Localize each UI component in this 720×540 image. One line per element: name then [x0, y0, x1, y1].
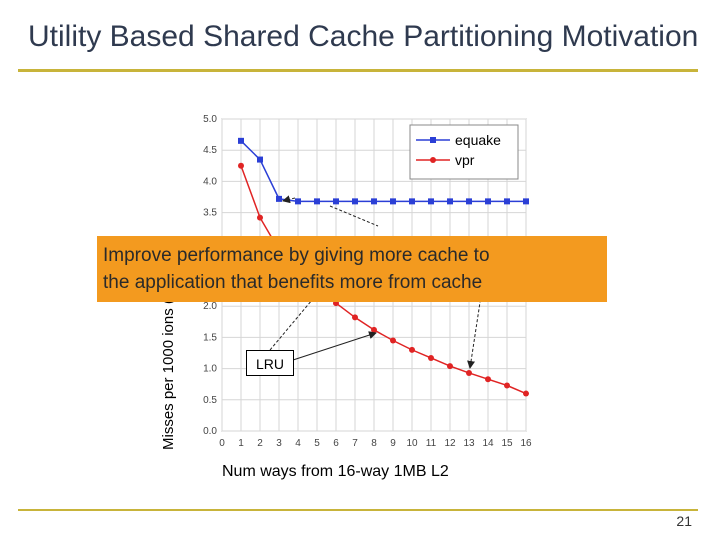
equake-point [314, 198, 320, 205]
y-tick-label: 3.5 [203, 208, 217, 219]
vpr-legend-marker [430, 157, 436, 163]
x-tick-label: 1 [238, 438, 244, 449]
vpr-point [352, 314, 358, 321]
equake-point [466, 198, 472, 205]
equake-point [352, 198, 358, 205]
vpr-point [447, 363, 453, 370]
equake-point [257, 156, 263, 163]
equake-point [504, 198, 510, 205]
footer-divider [18, 509, 698, 511]
callout-line-1: Improve performance by giving more cache… [103, 245, 490, 266]
equake-legend-label: equake [455, 132, 501, 148]
vpr-point [409, 346, 415, 353]
callout-box: Improve performance by giving more cache… [97, 236, 607, 302]
equake-knee-arrow [282, 195, 296, 204]
y-tick-label: 1.0 [203, 364, 217, 375]
vpr-point [504, 382, 510, 389]
x-tick-label: 0 [219, 438, 225, 449]
equake-point [428, 198, 434, 205]
page-number: 21 [676, 513, 692, 529]
equake-point [276, 195, 282, 202]
y-tick-label: 5.0 [203, 114, 217, 125]
vpr-point [257, 214, 263, 221]
equake-point [523, 198, 529, 205]
title-divider [18, 69, 698, 72]
equake-point [295, 198, 301, 205]
x-axis-label: Num ways from 16-way 1MB L2 [222, 463, 449, 480]
vpr-point [371, 326, 377, 333]
lru-upper-arrow [269, 299, 313, 351]
callout-line-2: the application that benefits more from … [103, 272, 483, 293]
vpr-point [523, 390, 529, 397]
x-tick-label: 12 [444, 438, 456, 449]
x-tick-label: 14 [482, 438, 494, 449]
x-tick-label: 13 [463, 438, 475, 449]
x-tick-label: 6 [333, 438, 339, 449]
vpr-point [428, 354, 434, 361]
x-tick-label: 16 [520, 438, 532, 449]
equake-point [447, 198, 453, 205]
vpr-point [238, 162, 244, 169]
x-tick-label: 5 [314, 438, 320, 449]
vpr-point [485, 376, 491, 383]
equake-point [485, 198, 491, 205]
vpr-legend-label: vpr [455, 152, 475, 168]
lru-annotation: LRU [246, 350, 294, 376]
x-tick-label: 9 [390, 438, 396, 449]
x-tick-label: 2 [257, 438, 263, 449]
vpr-point [390, 337, 396, 344]
equake-flat-arrow [329, 205, 379, 227]
y-tick-label: 4.5 [203, 145, 217, 156]
equake-point [409, 198, 415, 205]
x-tick-label: 4 [295, 438, 301, 449]
x-tick-label: 8 [371, 438, 377, 449]
x-tick-label: 3 [276, 438, 282, 449]
x-tick-label: 10 [406, 438, 418, 449]
y-tick-label: 4.0 [203, 176, 217, 187]
vpr-point [466, 369, 472, 376]
y-tick-label: 1.5 [203, 332, 217, 343]
slide-title: Utility Based Shared Cache Partitioning … [28, 20, 699, 53]
y-tick-label: 2.0 [203, 301, 217, 312]
x-tick-label: 15 [501, 438, 513, 449]
x-tick-label: 11 [426, 438, 437, 449]
equake-legend-marker [430, 137, 436, 143]
equake-point [333, 198, 339, 205]
lru-to-vpr-arrow [292, 331, 377, 361]
x-tick-label: 7 [352, 438, 358, 449]
equake-point [371, 198, 377, 205]
legend-box [409, 124, 519, 180]
equake-point [390, 198, 396, 205]
y-tick-label: 0.5 [203, 395, 217, 406]
equake-point [238, 137, 244, 144]
y-tick-label: 0.0 [203, 426, 217, 437]
